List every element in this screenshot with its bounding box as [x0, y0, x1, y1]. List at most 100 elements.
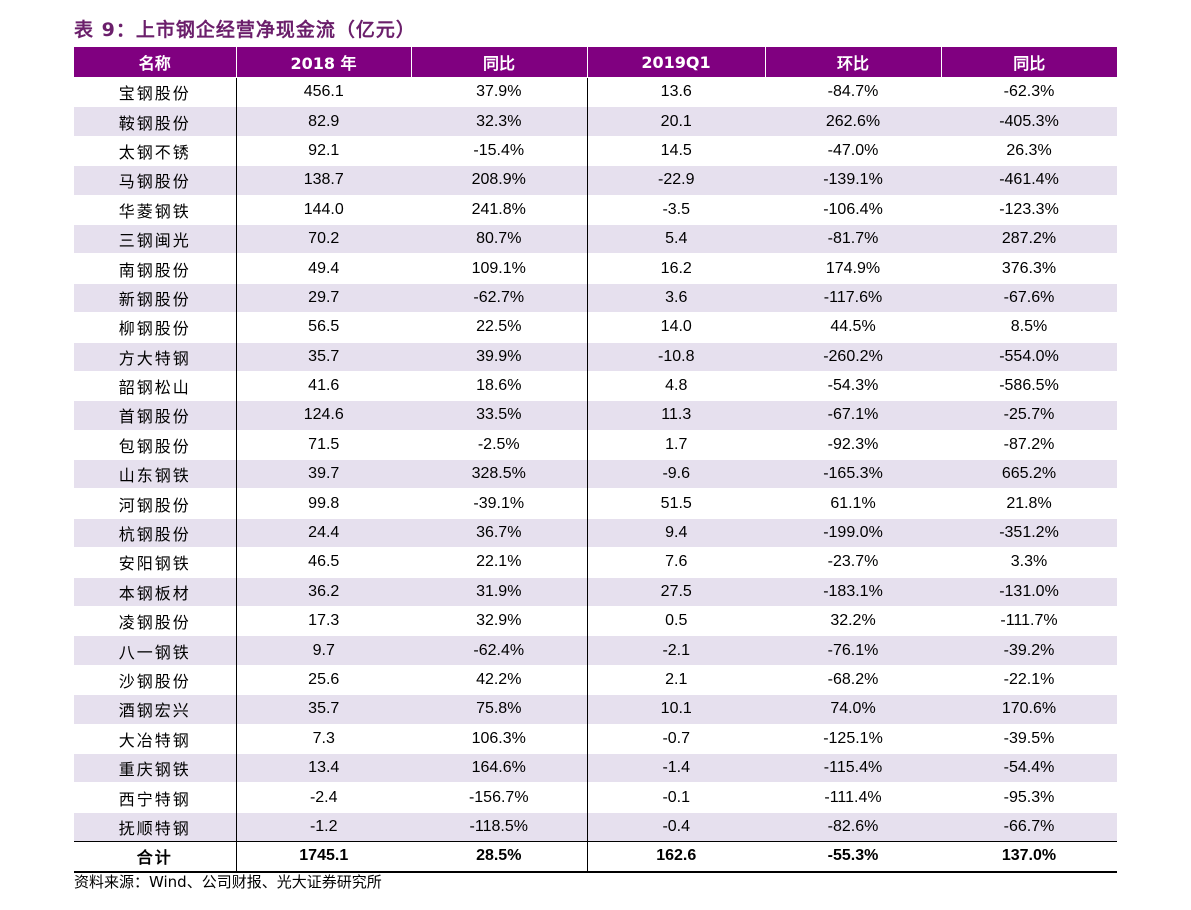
table-cell: 46.5: [236, 547, 411, 578]
table-cell: -39.1%: [411, 488, 588, 519]
total-cell: 162.6: [587, 841, 765, 873]
table-cell: -183.1%: [765, 576, 941, 607]
table-cell: -10.8: [587, 341, 765, 372]
company-name-cell: 柳钢股份: [74, 312, 237, 343]
company-name-cell: 河钢股份: [74, 488, 237, 519]
table-body: 宝钢股份 456.1 37.9% 13.6 -84.7% -62.3% 鞍钢股份 82.9 32…: [74, 76, 1117, 843]
table-cell: 99.8: [236, 488, 411, 519]
table-row: 韶钢松山 41.6 18.6% 4.8 -54.3% -586.5%: [74, 370, 1117, 401]
table-cell: -81.7%: [765, 223, 941, 254]
table-cell: -2.1: [587, 635, 765, 666]
table-cell: -22.9: [587, 165, 765, 196]
company-name-cell: 新钢股份: [74, 282, 237, 313]
table-cell: 22.5%: [411, 312, 588, 343]
table-row: 华菱钢铁 144.0 241.8% -3.5 -106.4% -123.3%: [74, 194, 1117, 225]
table-cell: 32.9%: [411, 606, 588, 636]
table-cell: 27.5: [587, 576, 765, 607]
company-name-cell: 本钢板材: [74, 576, 237, 607]
table-cell: 14.0: [587, 312, 765, 343]
company-name-cell: 鞍钢股份: [74, 106, 237, 137]
table-cell: 106.3%: [411, 723, 588, 754]
table-cell: -54.3%: [765, 370, 941, 401]
table-row: 重庆钢铁 13.4 164.6% -1.4 -115.4% -54.4%: [74, 752, 1117, 783]
company-name-cell: 韶钢松山: [74, 370, 237, 401]
table-row: 安阳钢铁 46.5 22.1% 7.6 -23.7% 3.3%: [74, 547, 1117, 578]
table-cell: -0.4: [587, 811, 765, 843]
table-cell: 31.9%: [411, 576, 588, 607]
table-cell: 10.1: [587, 694, 765, 725]
table-row: 酒钢宏兴 35.7 75.8% 10.1 74.0% 170.6%: [74, 694, 1117, 725]
table-cell: -68.2%: [765, 664, 941, 695]
table-cell: 287.2%: [941, 223, 1117, 254]
table-cell: 33.5%: [411, 400, 588, 431]
table-cell: -0.7: [587, 723, 765, 754]
company-name-cell: 首钢股份: [74, 400, 237, 431]
table-header-row: 名称 2018 年 同比 2019Q1 环比 同比: [74, 47, 1117, 78]
table-cell: 75.8%: [411, 694, 588, 725]
table-cell: 16.2: [587, 253, 765, 284]
column-header: 同比: [940, 47, 1117, 78]
table-cell: 456.1: [236, 76, 411, 107]
table-cell: 9.7: [236, 635, 411, 666]
company-name-cell: 重庆钢铁: [74, 752, 237, 783]
table-row: 太钢不锈 92.1 -15.4% 14.5 -47.0% 26.3%: [74, 135, 1117, 166]
table-cell: 41.6: [236, 370, 411, 401]
total-cell: 28.5%: [411, 841, 588, 873]
table-cell: -199.0%: [765, 517, 941, 548]
table-cell: -54.4%: [941, 752, 1117, 783]
table-cell: -62.7%: [411, 282, 588, 313]
table-cell: -84.7%: [765, 76, 941, 107]
table-cell: 5.4: [587, 223, 765, 254]
table-cell: 9.4: [587, 517, 765, 548]
table-cell: -22.1%: [941, 664, 1117, 695]
table-cell: -67.1%: [765, 400, 941, 431]
table-row: 包钢股份 71.5 -2.5% 1.7 -92.3% -87.2%: [74, 429, 1117, 460]
table-cell: 144.0: [236, 194, 411, 225]
table-row: 首钢股份 124.6 33.5% 11.3 -67.1% -25.7%: [74, 400, 1117, 431]
column-header: 同比: [410, 47, 587, 78]
table-cell: -95.3%: [941, 782, 1117, 813]
table-row: 抚顺特钢 -1.2 -118.5% -0.4 -82.6% -66.7%: [74, 811, 1117, 843]
table-cell: 24.4: [236, 517, 411, 548]
table-cell: 174.9%: [765, 253, 941, 284]
table-cell: -117.6%: [765, 282, 941, 313]
table-cell: -165.3%: [765, 459, 941, 489]
table-cell: 170.6%: [941, 694, 1117, 725]
table-cell: 13.6: [587, 76, 765, 107]
column-header: 环比: [764, 47, 941, 78]
table-row: 柳钢股份 56.5 22.5% 14.0 44.5% 8.5%: [74, 312, 1117, 343]
table-title: 表 9：上市钢企经营净现金流（亿元）: [74, 19, 416, 41]
table-cell: -118.5%: [411, 811, 588, 843]
table-cell: 36.7%: [411, 517, 588, 548]
table-cell: 51.5: [587, 488, 765, 519]
company-name-cell: 沙钢股份: [74, 664, 237, 695]
table-cell: 42.2%: [411, 664, 588, 695]
table-cell: 26.3%: [941, 135, 1117, 166]
company-name-cell: 马钢股份: [74, 165, 237, 196]
table-cell: 74.0%: [765, 694, 941, 725]
table-cell: 17.3: [236, 606, 411, 636]
column-header: 名称: [74, 47, 236, 78]
table-row: 西宁特钢 -2.4 -156.7% -0.1 -111.4% -95.3%: [74, 782, 1117, 813]
company-name-cell: 八一钢铁: [74, 635, 237, 666]
table-cell: 32.3%: [411, 106, 588, 137]
table-cell: -461.4%: [941, 165, 1117, 196]
table-cell: 35.7: [236, 694, 411, 725]
company-name-cell: 酒钢宏兴: [74, 694, 237, 725]
table-cell: 18.6%: [411, 370, 588, 401]
table-cell: -586.5%: [941, 370, 1117, 401]
table-cell: -62.4%: [411, 635, 588, 666]
table-row: 沙钢股份 25.6 42.2% 2.1 -68.2% -22.1%: [74, 664, 1117, 695]
cashflow-table: 名称 2018 年 同比 2019Q1 环比 同比 宝钢股份 456.1 37.9%…: [74, 47, 1117, 873]
table-cell: 262.6%: [765, 106, 941, 137]
table-row: 南钢股份 49.4 109.1% 16.2 174.9% 376.3%: [74, 253, 1117, 284]
table-cell: 39.7: [236, 459, 411, 489]
total-cell: -55.3%: [765, 841, 941, 873]
company-name-cell: 山东钢铁: [74, 459, 237, 489]
company-name-cell: 方大特钢: [74, 341, 237, 372]
company-name-cell: 凌钢股份: [74, 606, 237, 636]
table-cell: -3.5: [587, 194, 765, 225]
table-row: 宝钢股份 456.1 37.9% 13.6 -84.7% -62.3%: [74, 76, 1117, 107]
total-cell: 1745.1: [236, 841, 411, 873]
table-cell: -1.4: [587, 752, 765, 783]
